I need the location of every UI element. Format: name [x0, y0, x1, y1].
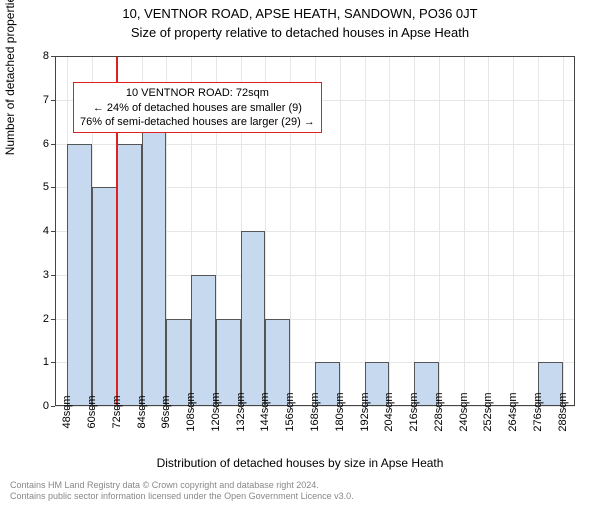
x-tick-label: 276sqm — [532, 392, 544, 431]
x-tick-label: 288sqm — [557, 392, 569, 431]
x-tick-label: 156sqm — [284, 392, 296, 431]
x-tick-label: 120sqm — [210, 392, 222, 431]
x-axis-label: Distribution of detached houses by size … — [0, 456, 600, 470]
x-tick-label: 132sqm — [235, 392, 247, 431]
x-tick-label: 228sqm — [433, 392, 445, 431]
x-tick-label: 264sqm — [507, 392, 519, 431]
y-tick-mark — [51, 406, 55, 407]
x-tick-label: 144sqm — [259, 392, 271, 431]
annotation-line1: 10 VENTNOR ROAD: 72sqm — [80, 86, 315, 100]
x-tick-mark — [241, 406, 242, 410]
x-tick-mark — [290, 406, 291, 410]
x-tick-label: 72sqm — [111, 395, 123, 428]
x-tick-label: 252sqm — [482, 392, 494, 431]
y-tick-mark — [51, 144, 55, 145]
x-tick-mark — [166, 406, 167, 410]
x-tick-label: 216sqm — [408, 392, 420, 431]
x-tick-mark — [365, 406, 366, 410]
chart-area: 012345678 48sqm60sqm72sqm84sqm96sqm108sq… — [55, 56, 575, 406]
x-tick-label: 168sqm — [309, 392, 321, 431]
x-tick-mark — [439, 406, 440, 410]
x-tick-mark — [67, 406, 68, 410]
x-tick-mark — [191, 406, 192, 410]
x-tick-label: 108sqm — [185, 392, 197, 431]
x-tick-mark — [538, 406, 539, 410]
footer-line2: Contains public sector information licen… — [10, 491, 354, 502]
x-tick-mark — [265, 406, 266, 410]
annotation-line3: 76% of semi-detached houses are larger (… — [80, 115, 315, 129]
x-tick-mark — [414, 406, 415, 410]
x-tick-mark — [513, 406, 514, 410]
y-tick-mark — [51, 100, 55, 101]
x-tick-label: 204sqm — [383, 392, 395, 431]
x-tick-mark — [142, 406, 143, 410]
y-tick-mark — [51, 319, 55, 320]
x-tick-label: 192sqm — [359, 392, 371, 431]
footer-attribution: Contains HM Land Registry data © Crown c… — [10, 480, 354, 502]
x-tick-mark — [92, 406, 93, 410]
x-tick-mark — [117, 406, 118, 410]
x-tick-mark — [563, 406, 564, 410]
x-tick-mark — [464, 406, 465, 410]
annotation-line2: ← 24% of detached houses are smaller (9) — [80, 101, 315, 115]
x-tick-label: 60sqm — [86, 395, 98, 428]
title-line1: 10, VENTNOR ROAD, APSE HEATH, SANDOWN, P… — [0, 6, 600, 21]
x-tick-mark — [340, 406, 341, 410]
x-tick-label: 48sqm — [61, 395, 73, 428]
y-tick-mark — [51, 187, 55, 188]
y-tick-mark — [51, 362, 55, 363]
x-tick-mark — [389, 406, 390, 410]
y-tick-mark — [51, 231, 55, 232]
x-tick-mark — [488, 406, 489, 410]
y-axis-label: Number of detached properties — [3, 0, 17, 155]
x-tick-label: 96sqm — [160, 395, 172, 428]
annotation-box: 10 VENTNOR ROAD: 72sqm← 24% of detached … — [73, 82, 322, 133]
y-tick-mark — [51, 275, 55, 276]
title-line2: Size of property relative to detached ho… — [0, 25, 600, 40]
x-tick-label: 84sqm — [136, 395, 148, 428]
y-tick-mark — [51, 56, 55, 57]
x-tick-label: 240sqm — [458, 392, 470, 431]
x-tick-mark — [315, 406, 316, 410]
x-tick-label: 180sqm — [334, 392, 346, 431]
x-tick-mark — [216, 406, 217, 410]
footer-line1: Contains HM Land Registry data © Crown c… — [10, 480, 354, 491]
